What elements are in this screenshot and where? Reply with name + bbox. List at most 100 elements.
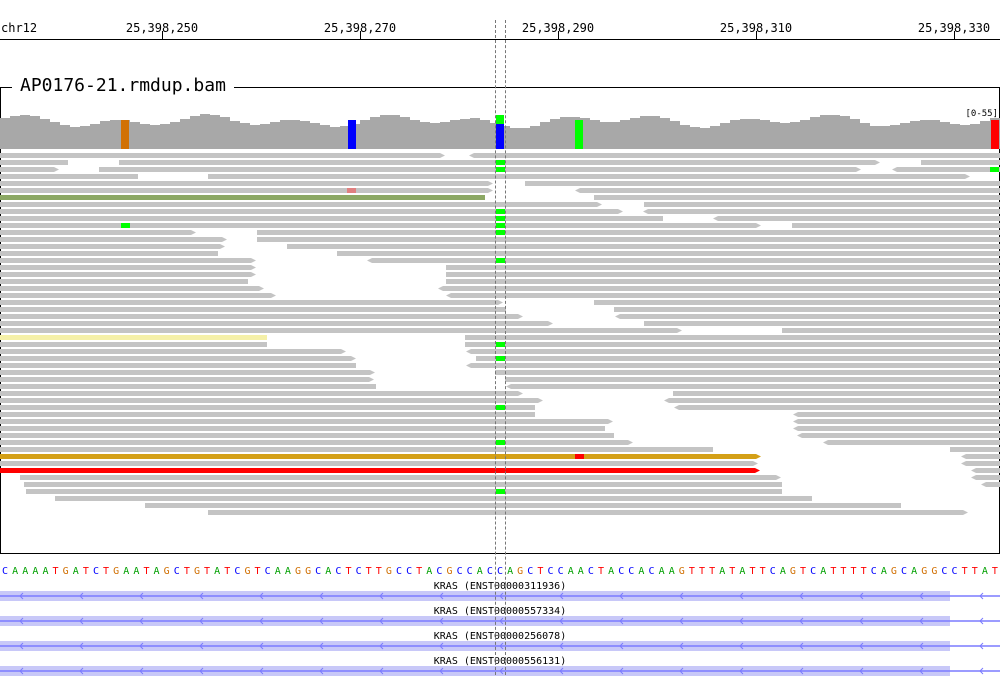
coverage-bar [970,124,980,149]
coverage-bar [590,120,600,149]
read [0,258,251,263]
read [966,454,1000,459]
ruler-tick [954,31,955,39]
gene-feature[interactable] [0,640,1000,652]
read [476,356,1000,361]
sequence-base: T [598,566,604,577]
coverage-allele-bar [496,115,504,124]
sequence-base: C [406,566,412,577]
sequence-base: T [729,566,735,577]
read-strand-arrow [965,174,970,179]
read-strand-arrow [961,454,966,459]
coverage-bar [940,122,950,149]
coverage-bar [260,124,270,149]
strand-arrow [439,617,444,625]
coverage-bar [230,121,240,149]
coverage-bar [610,122,620,149]
gene-label[interactable]: KRAS (ENST00000256078) [433,631,567,642]
sequence-base: T [830,566,836,577]
read-strand-arrow [446,293,451,298]
coverage-bar [470,118,480,149]
read [0,384,376,389]
strand-arrow [319,617,324,625]
coverage-bar [580,118,590,149]
coverage-bar [150,125,160,149]
read [0,251,218,256]
read [802,433,1000,438]
read [0,433,614,438]
coverage-bar [240,123,250,149]
read-strand-arrow [797,433,802,438]
read [897,167,1000,172]
read [451,293,1000,298]
read [0,412,535,417]
sequence-base: C [770,566,776,577]
sequence-base: C [265,566,271,577]
read-strand-arrow [755,468,760,473]
ruler-tick-label: 25,398,250 [125,21,199,35]
read [525,181,1000,186]
coverage-bar [620,120,630,149]
coverage-bar [60,125,70,149]
read-strand-arrow [469,153,474,158]
gene-feature[interactable] [0,665,1000,677]
read [0,230,191,235]
gene-label[interactable]: KRAS (ENST00000557334) [433,606,567,617]
strand-arrow [199,642,204,650]
read-pileup[interactable] [0,152,1000,522]
strand-arrow [679,667,684,675]
read [673,391,1000,396]
read [0,342,267,347]
sequence-base: T [416,566,422,577]
sequence-base: T [760,566,766,577]
strand-arrow [799,617,804,625]
strand-arrow [79,617,84,625]
gene-label[interactable]: KRAS (ENST00000311936) [433,581,567,592]
sequence-base: A [123,566,129,577]
coverage-bar [680,125,690,149]
strand-arrow [739,592,744,600]
sequence-base: C [315,566,321,577]
strand-arrow [499,642,504,650]
strand-arrow [799,667,804,675]
strand-arrow [199,592,204,600]
coverage-allele-bar [496,120,504,149]
sequence-base: T [53,566,59,577]
track-title[interactable]: AP0176-21.rmdup.bam [12,75,234,96]
read [0,321,548,326]
coverage-bar [850,119,860,149]
sequence-base: C [618,566,624,577]
strand-arrow [979,667,984,675]
sequence-base: T [83,566,89,577]
coverage-bar [810,117,820,149]
read [511,384,1000,389]
coverage-bar [420,122,430,149]
read-strand-arrow [677,328,682,333]
read [828,440,1000,445]
coverage-histogram[interactable] [0,111,1000,149]
read-mismatch [496,160,505,165]
gene-label[interactable]: KRAS (ENST00000556131) [433,656,567,667]
coverage-bar [340,126,350,149]
gene-feature[interactable] [0,590,1000,602]
read-strand-arrow [538,398,543,403]
read-strand-arrow [251,272,256,277]
sequence-base: T [103,566,109,577]
coverage-bar [80,126,90,149]
sequence-base: T [184,566,190,577]
coverage-bar [510,128,520,149]
sequence-base: C [93,566,99,577]
coverage-bar [330,127,340,149]
coverage-bar [460,119,470,149]
read [0,335,267,340]
read [0,279,248,284]
strand-arrow [979,592,984,600]
gene-feature[interactable] [0,615,1000,627]
read [208,174,965,179]
sequence-base: C [901,566,907,577]
read [0,286,259,291]
read [0,461,753,466]
sequence-base: G [386,566,392,577]
read-strand-arrow [823,440,828,445]
